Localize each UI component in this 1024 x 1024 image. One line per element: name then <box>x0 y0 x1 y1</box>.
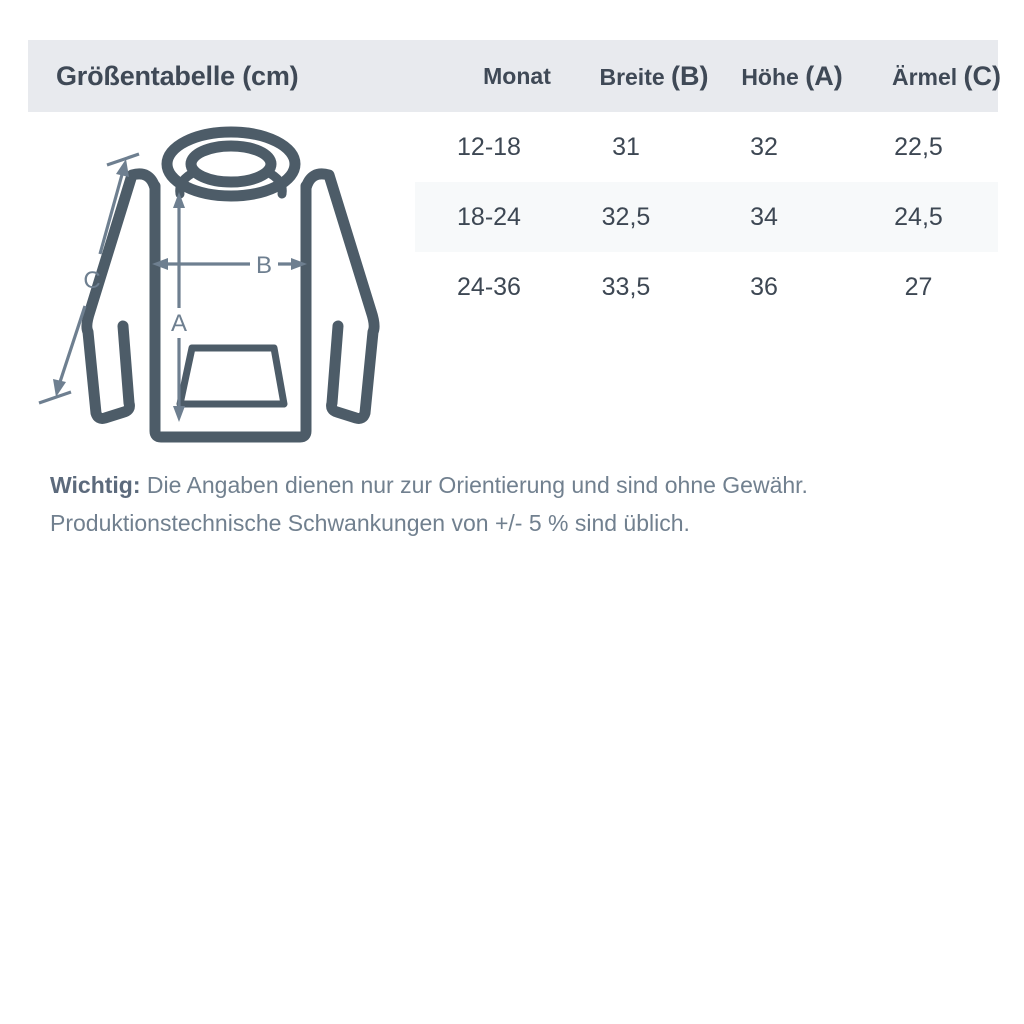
table-header-band: Größentabelle (cm) Monat Breite (B) Höhe… <box>28 40 1001 112</box>
cell-aermel: 24,5 <box>894 202 943 231</box>
cell-hoehe: 32 <box>750 132 778 161</box>
dimension-b <box>152 258 307 270</box>
arrowhead-down-icon <box>173 406 185 422</box>
dimension-a <box>173 192 185 422</box>
column-header-hoehe-text: Höhe <box>741 63 799 90</box>
arrowhead-downleft-icon <box>53 379 66 397</box>
size-table-body: 12-18 31 32 22,5 18-24 32,5 34 24,5 24-3… <box>415 112 998 322</box>
arrowhead-upleft-icon <box>116 159 129 177</box>
disclaimer-line-2: Produktionstechnische Schwankungen von +… <box>50 510 690 536</box>
arrowhead-right-icon <box>291 258 307 270</box>
column-header-monat-text: Monat <box>483 62 551 89</box>
column-header-breite: Breite (B) <box>591 61 717 92</box>
page-title: Größentabelle (cm) <box>56 60 299 91</box>
cell-hoehe: 34 <box>750 202 778 231</box>
pocket-shape-icon <box>176 344 288 408</box>
hoodie-diagram: A B C <box>28 126 408 456</box>
disclaimer-text-1: Die Angaben dienen nur zur Orientierung … <box>140 472 808 498</box>
arrowhead-left-icon <box>152 258 168 270</box>
table-row: 24-36 33,5 36 27 <box>415 252 998 322</box>
disclaimer-note: Wichtig: Die Angaben dienen nur zur Orie… <box>50 466 990 542</box>
cell-aermel: 22,5 <box>894 132 943 161</box>
dimension-c-label: C <box>83 267 100 294</box>
cell-monat: 24-36 <box>457 272 521 301</box>
table-header-row: Monat Breite (B) Höhe (A) Ärmel (C) <box>443 40 1024 112</box>
arrowhead-up-icon <box>173 192 185 208</box>
cell-breite: 33,5 <box>601 272 651 301</box>
column-header-aermel-text: Ärmel <box>891 63 958 90</box>
table-row: 12-18 31 32 22,5 <box>415 112 998 182</box>
disclaimer-line-1: Wichtig: Die Angaben dienen nur zur Orie… <box>50 466 990 504</box>
dimension-c-line-lower <box>57 305 87 386</box>
cell-monat: 12-18 <box>457 132 521 161</box>
dimension-c <box>38 152 140 405</box>
dimension-b-label: B <box>256 252 272 279</box>
cell-breite: 32,5 <box>601 202 651 231</box>
cell-aermel: 27 <box>904 272 933 301</box>
hoodie-outline-icon <box>81 126 380 443</box>
column-header-aermel: Ärmel (C) <box>867 61 1024 92</box>
dimension-c-cap-top <box>106 152 140 167</box>
table-row: 18-24 32,5 34 24,5 <box>415 182 998 252</box>
dimension-a-label: A <box>171 310 187 337</box>
column-header-aermel-letter: (C) <box>963 60 1002 91</box>
column-header-breite-text: Breite <box>599 63 665 90</box>
cell-breite: 31 <box>612 132 640 161</box>
cell-monat: 18-24 <box>457 202 521 231</box>
column-header-breite-letter: (B) <box>671 60 709 91</box>
dimension-c-cap-bottom <box>38 390 72 405</box>
disclaimer-label: Wichtig: <box>50 472 141 498</box>
column-header-hoehe-letter: (A) <box>805 60 843 91</box>
cell-hoehe: 36 <box>750 272 778 301</box>
column-header-hoehe: Höhe (A) <box>717 61 867 92</box>
dimension-c-line-upper <box>98 170 125 255</box>
column-header-monat: Monat <box>443 63 591 90</box>
